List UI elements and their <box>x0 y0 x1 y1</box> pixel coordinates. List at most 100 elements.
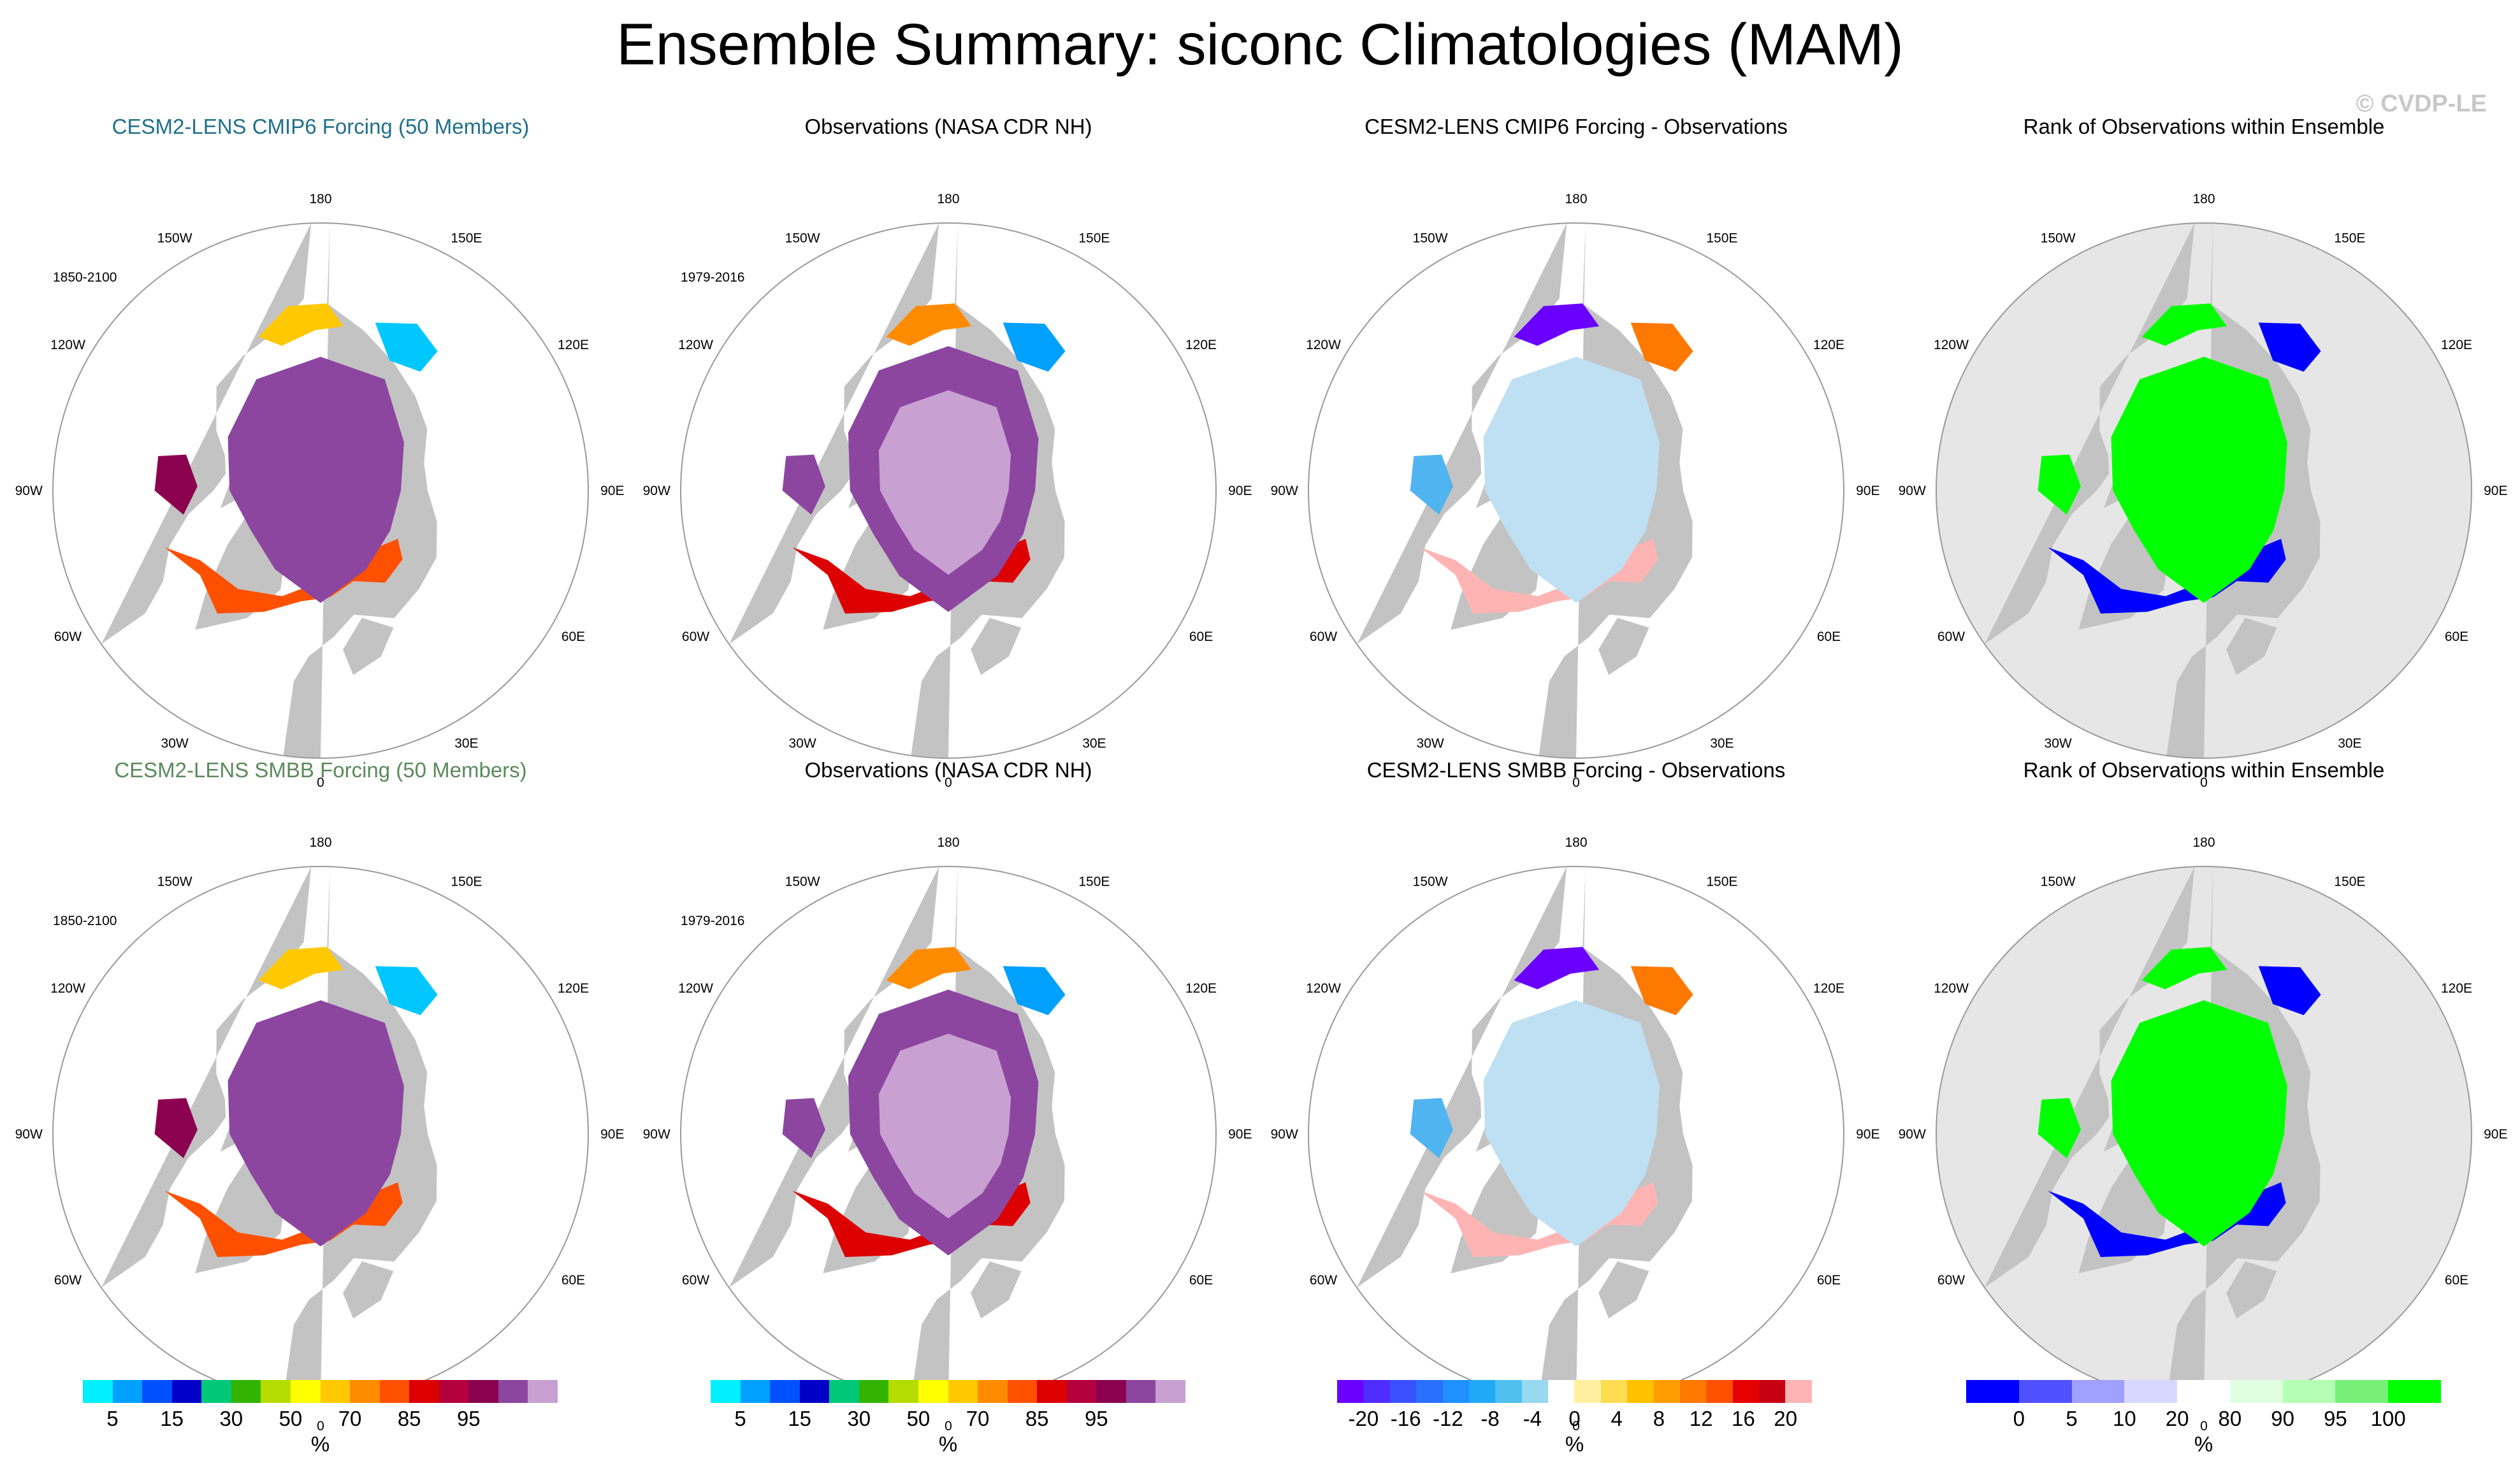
colorbar-tick-label: 20 <box>2165 1407 2189 1430</box>
colorbar-tick-label: 20 <box>1774 1407 1797 1430</box>
longitude-label: 150W <box>157 875 192 889</box>
colorbar-swatch <box>1548 1380 1575 1403</box>
sea-ice-field <box>792 1182 1031 1257</box>
longitude-label: 60W <box>54 629 82 644</box>
colorbar-swatch <box>1785 1380 1812 1403</box>
longitude-label: 90E <box>2484 1127 2507 1142</box>
longitude-label: 180 <box>309 835 331 850</box>
map-content <box>1936 223 2472 758</box>
colorbar-tick-label: 8 <box>1653 1407 1665 1430</box>
panel-title: CESM2-LENS CMIP6 Forcing (50 Members) <box>112 115 530 138</box>
colorbar: 0 5 10 20 80 90 95 100% <box>1966 1380 2451 1456</box>
colorbar-swatch <box>2229 1380 2283 1403</box>
colorbar-swatch <box>858 1380 889 1403</box>
colorbar-tick-label: 15 <box>160 1407 184 1430</box>
colorbar-tick-label: 85 <box>397 1407 421 1430</box>
polar-map: 180 150E 120E 90E 60E 30E 0 30W 60W 90W 120W 150W <box>1271 192 1880 790</box>
colorbar-tick-label: 50 <box>279 1407 303 1430</box>
colorbar-tick-label: 95 <box>2324 1407 2347 1430</box>
colorbar: -20 -16 -12 -8 -4 0 4 8 12 16 20% <box>1337 1380 1821 1456</box>
longitude-label: 180 <box>1565 835 1587 850</box>
longitude-label: 90E <box>1856 1127 1879 1142</box>
sea-ice-field <box>228 357 404 603</box>
colorbar-swatch <box>1679 1380 1707 1403</box>
sea-ice-field <box>2141 303 2227 346</box>
colorbar-swatch <box>83 1380 113 1403</box>
land-mass <box>101 223 312 644</box>
longitude-label: 150W <box>785 875 820 889</box>
colorbar-tick-label: 50 <box>906 1407 931 1430</box>
colorbar-tick-label: 15 <box>788 1407 812 1430</box>
land-mass <box>971 617 1022 675</box>
colorbar-swatch <box>1521 1380 1548 1403</box>
sea-ice-field <box>1420 1182 1658 1257</box>
sea-ice-field <box>1410 454 1453 515</box>
longitude-label: 0 <box>317 775 324 790</box>
colorbar-swatch <box>1007 1380 1038 1403</box>
colorbar-swatch <box>978 1380 1008 1403</box>
longitude-label: 90W <box>1899 1127 1926 1142</box>
sea-ice-field <box>1514 303 1600 346</box>
sea-ice-field <box>792 538 1031 614</box>
panel-title: Observations (NASA CDR NH) <box>804 115 1092 138</box>
colorbar-tick-label: 12 <box>1689 1407 1713 1430</box>
colorbar-swatch <box>1416 1380 1443 1403</box>
longitude-label: 90E <box>1856 484 1879 498</box>
colorbar-tick-label: -20 <box>1348 1407 1379 1430</box>
land-mass <box>343 617 394 675</box>
map-content <box>101 223 438 758</box>
longitude-label: 150E <box>1078 875 1110 889</box>
colorbar-units: % <box>310 1432 330 1456</box>
colorbar-tick-label: 30 <box>219 1407 243 1430</box>
colorbar-swatch <box>350 1380 380 1403</box>
longitude-label: 60W <box>1937 1273 1965 1288</box>
colorbar-swatch <box>498 1380 528 1403</box>
copyright-watermark: © CVDP-LE <box>2356 90 2487 117</box>
colorbar-tick-label: 80 <box>2218 1407 2242 1430</box>
colorbar-swatch <box>1066 1380 1097 1403</box>
panel-title: Observations (NASA CDR NH) <box>804 758 1092 782</box>
colorbar-swatch <box>1126 1380 1156 1403</box>
map-boundary <box>52 222 589 759</box>
land-mass <box>2226 617 2277 675</box>
colorbar-tick-label: 5 <box>106 1407 119 1430</box>
longitude-label: 0 <box>2200 1419 2208 1434</box>
colorbar-swatch <box>1155 1380 1185 1403</box>
colorbar-swatch <box>1337 1380 1364 1403</box>
longitude-label: 120E <box>558 338 589 352</box>
longitude-label: 30E <box>1710 737 1734 751</box>
longitude-label: 180 <box>309 192 331 206</box>
colorbar-swatch <box>829 1380 859 1403</box>
colorbar-tick-label: 70 <box>966 1407 990 1430</box>
polar-map: 180 150E 120E 90E 60E 30E 0 30W 60W 90W 120W 150W 18… <box>15 192 625 790</box>
colorbar-swatch <box>1468 1380 1496 1403</box>
page-title: Ensemble Summary: siconc Climatologies (… <box>616 12 1904 77</box>
colorbar-tick-label: 16 <box>1732 1407 1755 1430</box>
longitude-label: 120W <box>678 981 713 996</box>
colorbar-tick-label: 30 <box>847 1407 871 1430</box>
longitude-label: 90W <box>1899 484 1926 498</box>
longitude-label: 60E <box>2445 1273 2468 1288</box>
colorbar-swatches <box>1337 1380 1812 1403</box>
longitude-label: 30E <box>454 737 478 751</box>
sea-ice-field <box>782 1098 825 1158</box>
colorbar-swatch <box>711 1380 741 1403</box>
polar-map: 180 150E 120E 90E 60E 30E 0 30W 60W 90W 120W 150W 19… <box>643 192 1252 790</box>
sea-ice-field <box>1420 538 1658 614</box>
colorbar: 5 15 30 50 70 85 95% <box>83 1380 567 1456</box>
colorbar-tick-label: 70 <box>338 1407 362 1430</box>
colorbar-swatch <box>290 1380 321 1403</box>
longitude-label: 120W <box>1934 981 1969 996</box>
map-boundary <box>1308 222 1844 759</box>
sea-ice-field <box>2111 1000 2287 1247</box>
colorbar-tick-label: 5 <box>734 1407 746 1430</box>
sea-ice-field <box>1630 966 1693 1016</box>
longitude-label: 120E <box>1185 338 1217 352</box>
colorbar-swatch <box>948 1380 978 1403</box>
colorbar-tick-label: 10 <box>2112 1407 2136 1430</box>
longitude-label: 150E <box>1706 875 1737 889</box>
longitude-label: 180 <box>937 835 959 850</box>
colorbar-swatch <box>2335 1380 2389 1403</box>
longitude-label: 120W <box>1934 338 1969 352</box>
longitude-label: 120E <box>1813 338 1844 352</box>
